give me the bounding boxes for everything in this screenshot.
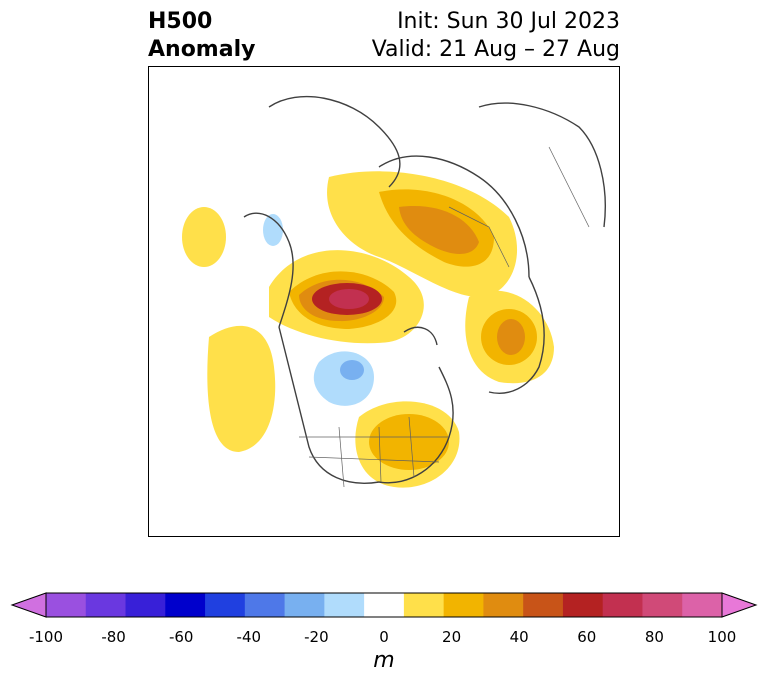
- state-lines-2: [338, 426, 345, 488]
- colorbar-segment: [562, 593, 604, 617]
- yellow-blob-west: [207, 325, 276, 452]
- colorbar-segment: [165, 593, 206, 617]
- colorbar-segment: [324, 593, 365, 617]
- colorbar-tick-label: 60: [577, 628, 597, 646]
- map-dates: Init: Sun 30 Jul 2023 Valid: 21 Aug – 27…: [372, 8, 620, 64]
- coast-europe: [488, 276, 545, 394]
- map-title: H500 Anomaly: [148, 8, 255, 64]
- colorbar: [10, 592, 758, 618]
- valid-date: Valid: 21 Aug – 27 Aug: [371, 37, 620, 62]
- borders: [299, 146, 590, 488]
- colorbar-unit: m: [373, 648, 395, 673]
- coast-arctic: [378, 155, 530, 278]
- asia-borders-1: [448, 206, 510, 268]
- colorbar-segments: [46, 593, 723, 617]
- colorbar-segment: [523, 593, 564, 617]
- anomaly-map: [148, 66, 620, 537]
- colorbar-segment: [443, 593, 484, 617]
- colorbar-tick-label: -80: [101, 628, 126, 646]
- colorbar-segment: [284, 593, 325, 617]
- state-lines-1: [308, 456, 440, 463]
- gold-blob-east-us: [369, 414, 449, 470]
- colorbar-segment: [125, 593, 166, 617]
- colorbar-segment: [205, 593, 246, 617]
- colorbar-segment: [682, 593, 723, 617]
- state-lines-4: [408, 416, 415, 478]
- colorbar-segment: [403, 593, 445, 617]
- colorbar-tick-label: -100: [28, 628, 64, 646]
- blue-core-canada: [340, 360, 364, 380]
- colorbar-tick-label: -40: [236, 628, 262, 646]
- colorbar-right-arrow: [721, 592, 758, 618]
- colorbar-segment: [602, 593, 643, 617]
- map-svg: [182, 95, 606, 488]
- colorbar-tick-label: 0: [379, 628, 389, 646]
- colorbar-segment: [46, 593, 87, 617]
- coast-west-na: [278, 326, 380, 484]
- title-line-1: H500: [148, 9, 213, 34]
- title-line-2: Anomaly: [148, 37, 256, 62]
- negative-anomalies: [263, 214, 374, 406]
- colorbar-tick-label: 80: [644, 628, 664, 646]
- colorbar-tick-label: 100: [707, 628, 737, 646]
- asia-borders-2: [548, 146, 590, 228]
- colorbar-segment: [244, 593, 286, 617]
- state-lines-3: [378, 426, 382, 483]
- colorbar-tick-label: 20: [442, 628, 462, 646]
- lightblue-blob-canada: [313, 351, 374, 406]
- lightblue-blob-alaska: [263, 214, 283, 246]
- colorbar-segment: [483, 593, 524, 617]
- colorbar-segment: [364, 593, 405, 617]
- colorbar-tick-label: -20: [304, 628, 329, 646]
- colorbar-tick-label: 40: [509, 628, 529, 646]
- colorbar-outline: [45, 592, 723, 618]
- positive-anomalies: [182, 171, 554, 488]
- colorbar-left-arrow: [10, 592, 47, 618]
- colorbar-segment: [85, 593, 127, 617]
- colorbar-segment: [642, 593, 683, 617]
- coast-alaska: [243, 212, 294, 328]
- orange-blob-siberia: [399, 206, 479, 254]
- yellow-blob-pacific: [182, 207, 226, 267]
- coast-asia-north: [478, 102, 606, 228]
- colorbar-tick-label: -60: [168, 628, 194, 646]
- init-date: Init: Sun 30 Jul 2023: [397, 9, 620, 34]
- coast-greenland: [268, 95, 401, 188]
- orange-blob-europe: [497, 319, 525, 355]
- pink-core: [329, 289, 369, 309]
- coast-hudson: [403, 326, 438, 346]
